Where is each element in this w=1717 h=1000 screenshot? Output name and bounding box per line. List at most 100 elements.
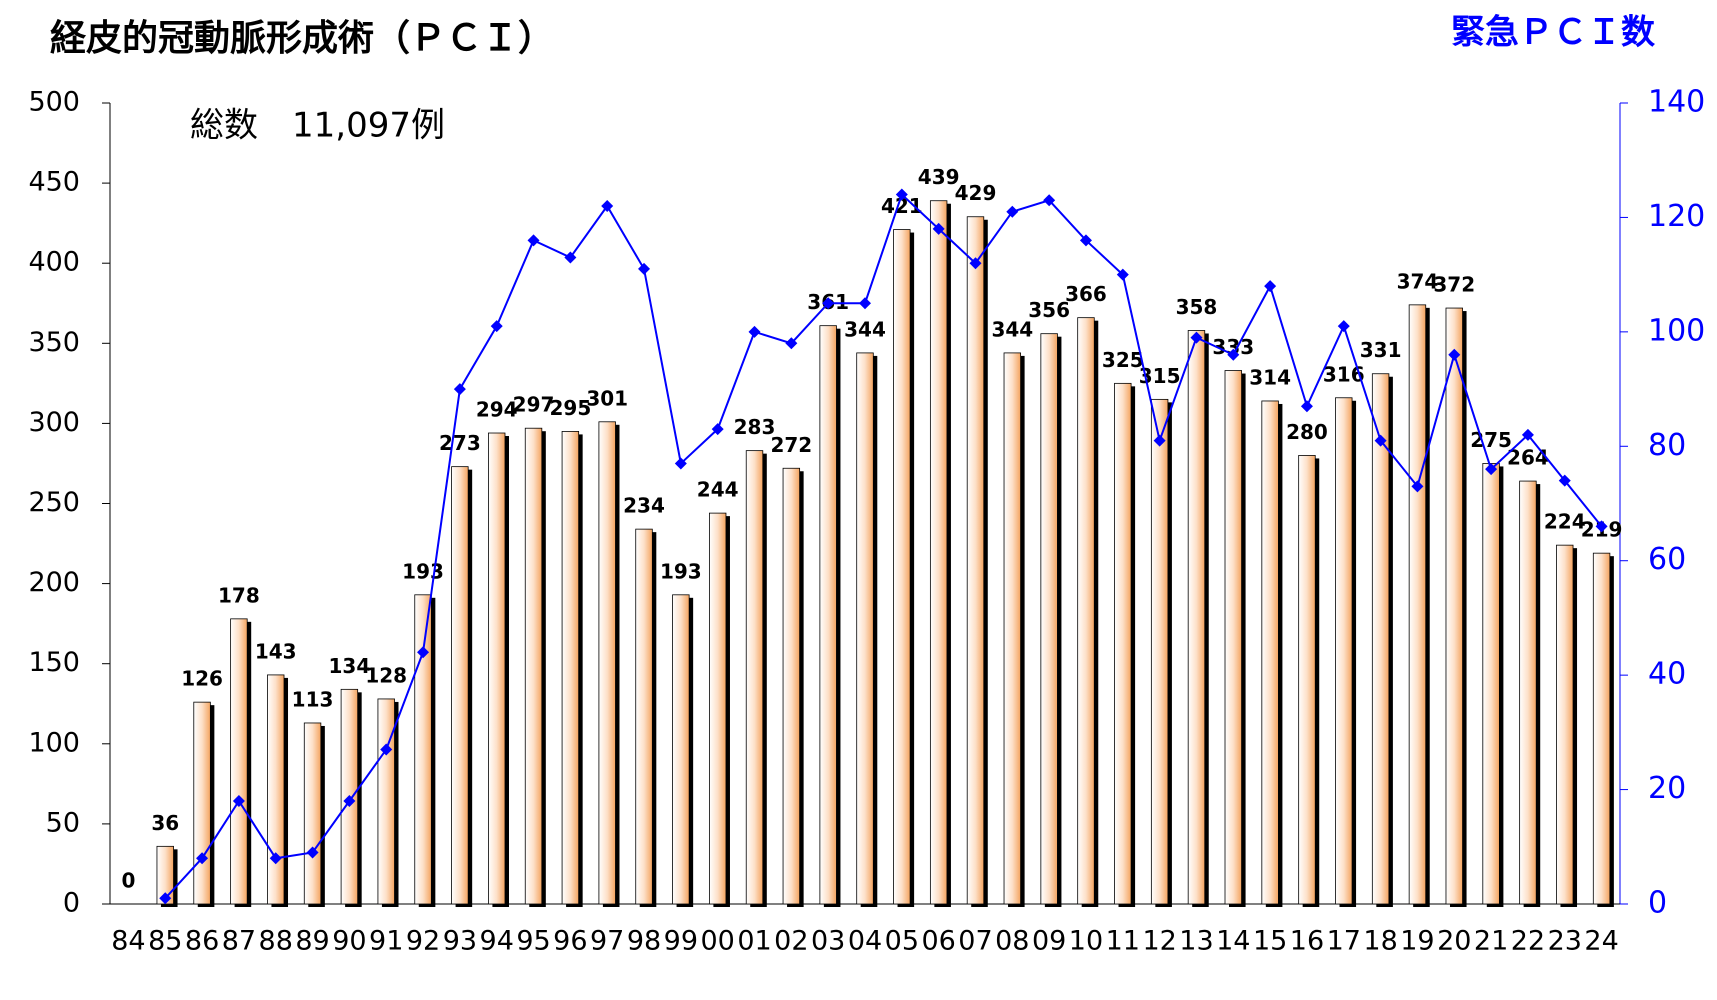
data-label: 0 xyxy=(121,869,135,893)
bar xyxy=(966,216,985,905)
x-tick-label: 03 xyxy=(811,926,845,957)
y2-tick-label: 60 xyxy=(1648,542,1686,577)
y-tick-label: 0 xyxy=(63,888,80,919)
bar xyxy=(1519,480,1537,905)
data-label: 126 xyxy=(181,667,223,691)
x-tick-label: 14 xyxy=(1216,926,1250,957)
data-label: 344 xyxy=(991,317,1033,341)
bar xyxy=(1114,382,1132,905)
line-marker xyxy=(1485,463,1498,476)
bar xyxy=(1592,552,1611,905)
data-label: 143 xyxy=(255,639,297,663)
bar xyxy=(598,421,616,905)
bar xyxy=(1298,455,1316,905)
line-marker xyxy=(859,297,871,310)
bar xyxy=(524,427,543,905)
data-label: 374 xyxy=(1397,269,1439,293)
x-tick-label: 96 xyxy=(553,926,587,957)
bar xyxy=(1445,307,1463,905)
data-label: 280 xyxy=(1286,420,1328,444)
legend-entry: 緊急ＰＣＩ数 xyxy=(1451,13,1655,53)
line xyxy=(164,192,1603,899)
bar xyxy=(1408,304,1427,905)
data-label: 275 xyxy=(1470,428,1512,452)
x-tick-label: 88 xyxy=(259,926,293,957)
line-marker xyxy=(1448,348,1461,361)
data-label: 331 xyxy=(1360,338,1402,362)
bar xyxy=(929,200,948,905)
x-tick-label: 95 xyxy=(516,926,550,957)
y-tick-label: 250 xyxy=(28,487,80,518)
x-tick-label: 05 xyxy=(885,926,919,957)
line-marker xyxy=(1043,194,1056,207)
data-label: 344 xyxy=(844,317,886,341)
line-marker xyxy=(1558,474,1571,487)
line-marker xyxy=(932,222,945,235)
x-tick-label: 84 xyxy=(111,926,145,957)
data-label: 283 xyxy=(734,415,776,439)
y-tick-label: 500 xyxy=(28,87,80,118)
line-marker xyxy=(1006,205,1019,218)
y-tick-label: 350 xyxy=(28,327,80,358)
x-tick-label: 04 xyxy=(848,926,882,957)
line-marker xyxy=(343,795,356,808)
x-tick-label: 89 xyxy=(295,926,329,957)
line-marker xyxy=(490,320,503,333)
bar xyxy=(193,701,211,905)
data-label: 224 xyxy=(1544,510,1586,534)
x-tick-label: 07 xyxy=(958,926,992,957)
line-marker xyxy=(159,892,172,905)
line-marker xyxy=(711,423,724,436)
data-label: 234 xyxy=(623,494,665,518)
x-tick-label: 21 xyxy=(1474,926,1508,957)
line-marker xyxy=(527,234,540,247)
x-tick-label: 90 xyxy=(332,926,366,957)
data-label: 272 xyxy=(770,433,812,457)
x-tick-label: 97 xyxy=(590,926,624,957)
line-marker xyxy=(564,251,577,264)
data-label: 113 xyxy=(292,687,334,711)
line-marker xyxy=(822,297,835,310)
bar xyxy=(708,512,727,905)
bar xyxy=(488,432,506,905)
x-tick-label: 16 xyxy=(1290,926,1324,957)
x-tick-label: 23 xyxy=(1548,926,1582,957)
chart-title: 経皮的冠動脈形成術（ＰＣＩ） xyxy=(50,18,554,59)
line-marker xyxy=(1300,400,1313,413)
bar xyxy=(377,698,395,905)
x-tick-label: 15 xyxy=(1253,926,1287,957)
line-marker xyxy=(1595,520,1608,533)
data-label: 295 xyxy=(549,396,591,420)
x-tick-label: 98 xyxy=(627,926,661,957)
x-tick-label: 18 xyxy=(1363,926,1397,957)
data-label: 439 xyxy=(918,165,960,189)
bar xyxy=(1040,333,1058,905)
bar xyxy=(819,325,837,905)
line-marker xyxy=(380,743,393,756)
data-label: 134 xyxy=(329,654,371,678)
line-marker xyxy=(638,262,651,275)
data-label: 372 xyxy=(1433,273,1475,297)
line-marker xyxy=(196,852,209,865)
data-label: 178 xyxy=(218,583,260,607)
bar xyxy=(893,229,911,905)
data-label: 244 xyxy=(697,478,739,502)
line-marker xyxy=(1374,434,1387,447)
data-label: 358 xyxy=(1176,295,1218,319)
bar xyxy=(1556,544,1574,905)
line-marker xyxy=(306,846,319,859)
x-tick-label: 99 xyxy=(664,926,698,957)
x-tick-label: 24 xyxy=(1584,926,1618,957)
x-tick-label: 20 xyxy=(1437,926,1471,957)
y-tick-label: 400 xyxy=(28,247,80,278)
data-label: 429 xyxy=(955,181,997,205)
x-tick-label: 86 xyxy=(185,926,219,957)
x-tick-label: 08 xyxy=(995,926,1029,957)
x-tick-label: 91 xyxy=(369,926,403,957)
data-label: 128 xyxy=(365,663,407,687)
data-label: 325 xyxy=(1102,348,1144,372)
data-label: 264 xyxy=(1507,446,1549,470)
bar xyxy=(856,352,874,905)
annotation: 総数 11,097例 xyxy=(190,106,445,146)
